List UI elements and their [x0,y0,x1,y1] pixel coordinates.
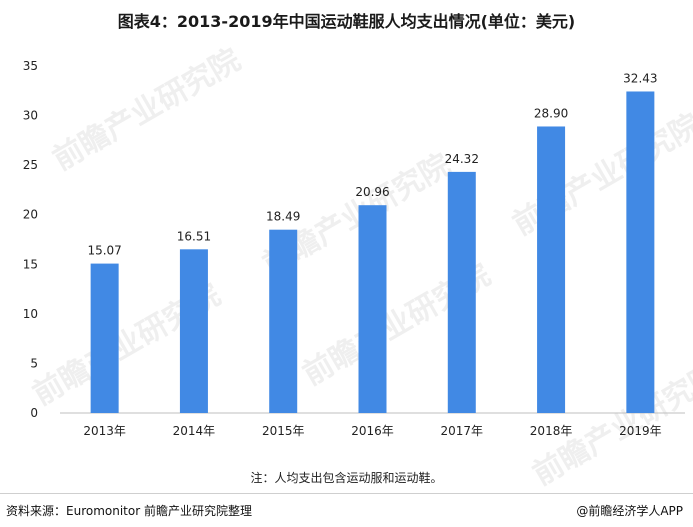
data-label: 20.96 [355,185,389,199]
y-tick-label: 5 [30,356,38,370]
x-tick-label: 2018年 [530,424,573,438]
y-tick-label: 35 [23,59,38,73]
data-label: 28.90 [534,106,568,120]
bar [626,91,655,414]
bar [90,263,119,413]
chart-title: 图表4：2013-2019年中国运动鞋服人均支出情况(单位：美元) [117,12,576,31]
y-tick-label: 0 [30,406,38,420]
bar [358,205,387,413]
footer: 资料来源：Euromonitor 前瞻产业研究院整理 @前瞻经济学人APP [0,493,693,527]
data-label: 32.43 [623,71,657,85]
y-tick-label: 10 [23,307,38,321]
x-tick-label: 2013年 [83,424,126,438]
x-tick-label: 2019年 [619,424,662,438]
bar [447,171,476,413]
x-tick-label: 2015年 [262,424,305,438]
data-label: 15.07 [87,244,121,258]
bar [537,126,566,413]
source-text: 资料来源：Euromonitor 前瞻产业研究院整理 [6,504,252,518]
x-tick-label: 2017年 [441,424,484,438]
y-tick-label: 30 [23,109,38,123]
bar [269,229,298,413]
brand-text: @前瞻经济学人APP [576,504,683,518]
y-tick-label: 15 [23,257,38,271]
bar-chart: 0 5 10 15 20 25 30 35 15.07 2013年 16.51 2014年 18.49 2… [23,59,685,438]
y-tick-label: 25 [23,158,38,172]
data-label: 18.49 [266,210,300,224]
y-tick-label: 20 [23,208,38,222]
chart-note: 注：人均支出包含运动服和运动鞋。 [250,471,443,485]
bar [179,249,208,413]
x-tick-label: 2016年 [351,424,394,438]
x-tick-label: 2014年 [173,424,216,438]
data-label: 24.32 [445,152,479,166]
data-label: 16.51 [177,229,211,243]
